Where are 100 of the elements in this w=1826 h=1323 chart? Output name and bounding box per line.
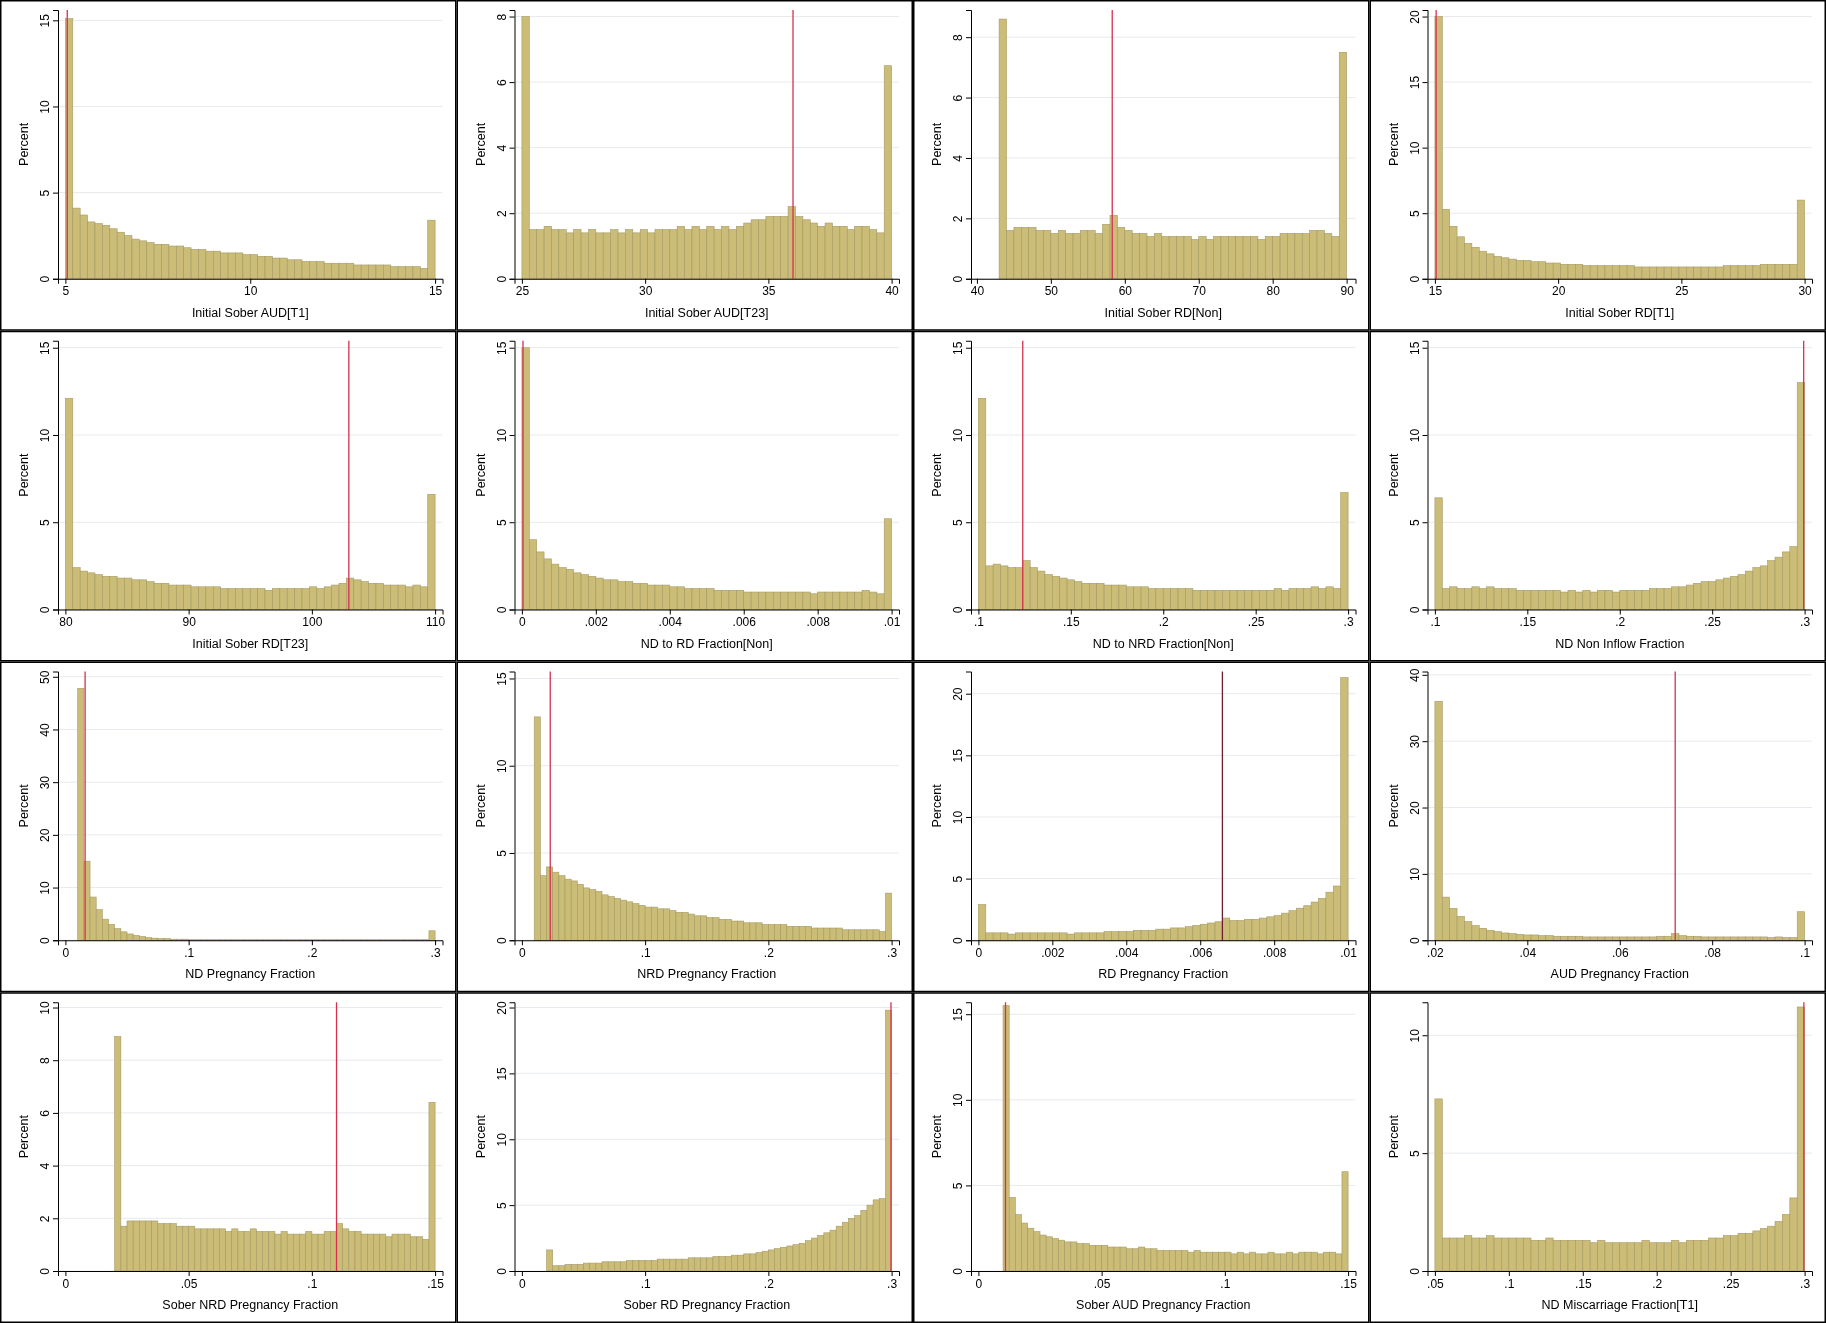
x-tick-label: 70 (1192, 284, 1207, 299)
y-tick-label: 0 (1407, 606, 1422, 614)
y-tick-label: 15 (494, 341, 509, 355)
x-tick-label: 35 (762, 284, 776, 299)
x-tick-label: .01 (1340, 945, 1358, 960)
x-tick-label: .02 (1427, 945, 1445, 960)
x-tick-label: .06 (1611, 945, 1629, 960)
x-tick-label: .2 (1652, 1276, 1663, 1291)
y-tick-label: 10 (1407, 1028, 1422, 1043)
x-tick-label: .25 (1722, 1276, 1740, 1291)
x-tick-label: .1 (1430, 615, 1441, 630)
x-tick-label: 25 (1675, 284, 1689, 299)
y-tick-label: 40 (38, 722, 52, 737)
x-tick-label: .1 (1220, 1276, 1231, 1291)
y-tick-label: 8 (38, 1057, 52, 1065)
x-axis-title: RD Pregnancy Fraction (1098, 967, 1229, 982)
x-tick-label: 0 (519, 945, 527, 960)
y-tick-label: 0 (1407, 937, 1422, 945)
x-tick-label: 20 (1551, 284, 1566, 299)
x-tick-label: .2 (763, 1276, 775, 1291)
y-tick-label: 6 (38, 1109, 52, 1117)
y-tick-label: 10 (38, 1001, 52, 1015)
x-tick-label: 10 (244, 284, 258, 299)
x-tick-label: .1 (1800, 945, 1811, 960)
y-tick-label: 0 (494, 1267, 509, 1275)
x-tick-label: .05 (1427, 1276, 1445, 1291)
x-axis-title: AUD Pregnancy Fraction (1550, 967, 1689, 982)
y-tick-label: 6 (494, 78, 509, 86)
x-tick-label: .004 (658, 615, 683, 630)
y-axis-title: Percent (473, 122, 488, 166)
x-tick-label: .3 (430, 945, 441, 960)
y-tick-label: 50 (38, 670, 52, 684)
x-tick-label: 40 (885, 284, 900, 299)
y-axis-title: Percent (930, 122, 944, 166)
x-tick-label: 40 (970, 284, 985, 299)
y-axis-title: Percent (930, 453, 944, 497)
y-tick-label: 20 (494, 1001, 509, 1015)
y-tick-label: 6 (951, 94, 965, 102)
x-tick-label: .2 (763, 945, 775, 960)
x-tick-label: .002 (584, 615, 609, 630)
x-tick-label: .3 (887, 1276, 898, 1291)
x-tick-label: 0 (62, 945, 70, 960)
x-tick-label: .15 (1574, 1276, 1592, 1291)
x-axis-title: NRD Pregnancy Fraction (637, 967, 777, 982)
x-tick-label: 0 (62, 1276, 70, 1291)
x-tick-label: .1 (640, 945, 651, 960)
y-tick-label: 5 (38, 519, 52, 527)
x-tick-label: .2 (1615, 615, 1626, 630)
x-tick-label: .15 (427, 1276, 445, 1291)
y-tick-label: 0 (494, 275, 509, 283)
y-tick-label: 0 (38, 275, 52, 283)
x-tick-label: .008 (806, 615, 831, 630)
x-tick-label: .3 (1800, 615, 1811, 630)
y-tick-label: 15 (951, 1007, 965, 1022)
y-axis-title: Percent (17, 122, 31, 166)
y-tick-label: 2 (38, 1215, 52, 1223)
y-tick-label: 0 (494, 937, 509, 945)
x-tick-label: .3 (887, 945, 898, 960)
x-tick-label: 0 (975, 945, 983, 960)
y-axis-title: Percent (1386, 1114, 1401, 1159)
y-axis-title: Percent (1386, 783, 1401, 828)
y-tick-label: 15 (1407, 341, 1422, 355)
y-tick-label: 4 (951, 154, 965, 162)
y-tick-label: 5 (951, 519, 965, 527)
x-tick-label: 80 (1266, 284, 1281, 299)
y-tick-label: 15 (1407, 75, 1422, 90)
x-tick-label: .01 (883, 615, 901, 630)
y-tick-label: 2 (951, 215, 965, 223)
x-tick-label: 80 (59, 615, 73, 630)
y-tick-label: 10 (38, 99, 52, 114)
x-tick-label: .25 (1704, 615, 1722, 630)
x-tick-label: 15 (428, 284, 443, 299)
x-axis-title: Initial Sober RD[T1] (1565, 305, 1675, 320)
x-axis-title: Initial Sober AUD[T1] (191, 305, 309, 320)
x-tick-label: .25 (1247, 615, 1265, 630)
y-tick-label: 0 (38, 606, 52, 614)
x-axis-title: ND Pregnancy Fraction (185, 967, 316, 982)
x-tick-label: 100 (302, 615, 323, 630)
y-tick-label: 20 (1407, 801, 1422, 815)
y-tick-label: 30 (38, 775, 52, 790)
x-tick-label: .15 (1340, 1276, 1358, 1291)
x-tick-label: .008 (1262, 945, 1287, 960)
y-tick-label: 10 (494, 759, 509, 773)
x-tick-label: .004 (1115, 945, 1139, 960)
y-tick-label: 0 (951, 1267, 965, 1275)
x-axis-title: Initial Sober AUD[T23] (644, 305, 769, 320)
y-tick-label: 0 (38, 937, 52, 945)
x-tick-label: .15 (1062, 615, 1080, 630)
x-tick-label: 50 (1044, 284, 1059, 299)
x-tick-label: .08 (1704, 945, 1722, 960)
x-tick-label: .15 (1519, 615, 1537, 630)
x-tick-label: .1 (307, 1276, 318, 1291)
x-tick-label: 30 (1798, 284, 1813, 299)
y-tick-label: 10 (1407, 867, 1422, 882)
y-tick-label: 5 (1407, 519, 1422, 527)
x-tick-label: .006 (732, 615, 757, 630)
y-tick-label: 0 (951, 606, 965, 614)
x-tick-label: .1 (1504, 1276, 1515, 1291)
x-tick-label: .1 (640, 1276, 651, 1291)
y-tick-label: 20 (951, 687, 965, 701)
